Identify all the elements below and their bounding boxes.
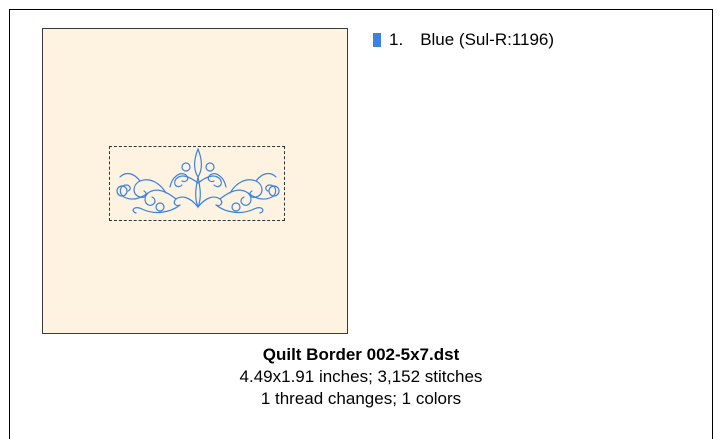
design-title: Quilt Border 002-5x7.dst [262, 345, 460, 364]
design-bounding-box[interactable] [109, 146, 285, 221]
preview-frame [9, 9, 713, 439]
design-color-summary: 1 thread changes; 1 colors [260, 389, 462, 408]
thread-color-swatch [373, 33, 381, 47]
embroidery-design-image [116, 147, 280, 214]
thread-legend-item: 1. Blue (Sul-R:1196) [373, 30, 554, 50]
thread-name: Blue (Sul-R:1196) [420, 30, 555, 49]
design-dimensions: 4.49x1.91 inches; 3,152 stitches [239, 367, 483, 386]
thread-index: 1. [389, 30, 404, 49]
hoop-area [42, 28, 348, 334]
